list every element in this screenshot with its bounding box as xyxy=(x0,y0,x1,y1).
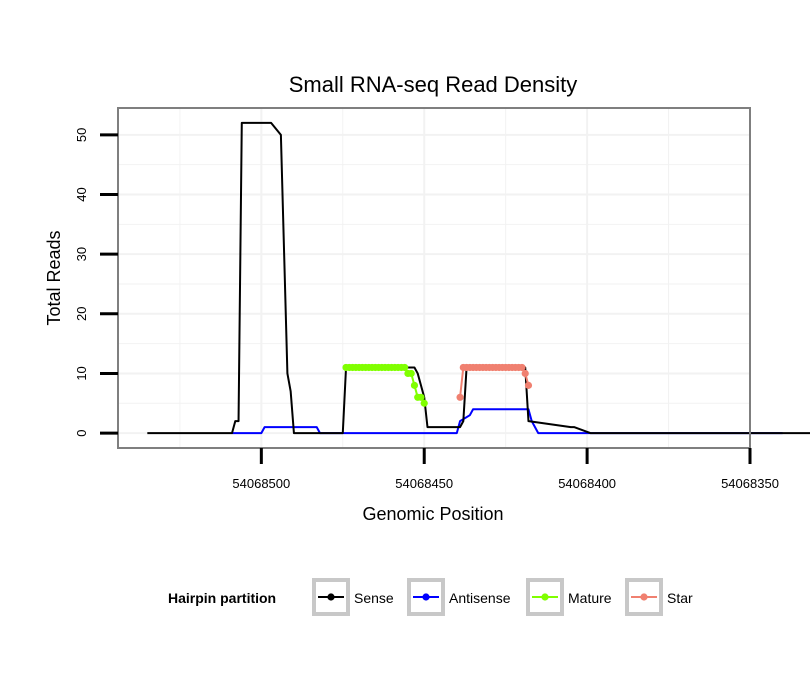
data-point-star xyxy=(518,363,526,372)
data-point-mature xyxy=(410,381,419,389)
chart-title: Small RNA-seq Read Density xyxy=(289,72,578,97)
data-point-mature xyxy=(407,369,415,378)
y-tick-label: 30 xyxy=(74,247,89,261)
legend-item-star: Star xyxy=(625,578,693,616)
legend-item-mature: Mature xyxy=(526,578,612,616)
series-layer xyxy=(147,121,810,435)
axes: 54068500 54068450 54068400 54068350 0 10 20 30 4… xyxy=(74,107,779,491)
data-point-mature xyxy=(417,393,425,401)
data-point-star xyxy=(521,369,529,378)
plot-panel xyxy=(118,108,750,448)
y-tick-label: 20 xyxy=(74,307,89,321)
legend-title: Hairpin partition xyxy=(168,590,276,606)
series-antisense xyxy=(232,408,783,435)
legend-item-antisense: Antisense xyxy=(407,578,511,616)
y-tick-label: 40 xyxy=(74,187,89,201)
series-line-antisense xyxy=(232,408,783,435)
legend-label: Mature xyxy=(568,590,612,606)
legend-label: Sense xyxy=(354,590,394,606)
y-tick-label: 10 xyxy=(74,366,89,380)
series-star xyxy=(456,363,533,401)
legend-label: Star xyxy=(667,590,693,606)
plot-border xyxy=(117,107,751,449)
legend-key-point xyxy=(640,593,648,601)
y-tick-label: 0 xyxy=(74,429,89,436)
y-axis-label: Total Reads xyxy=(44,230,64,325)
legend: Hairpin partition Sense Antisense Mature St… xyxy=(168,578,693,616)
data-point-star xyxy=(456,393,464,401)
x-tick-label: 54068350 xyxy=(721,476,779,491)
data-point-mature xyxy=(401,363,409,372)
data-point-mature xyxy=(420,399,428,407)
x-tick-label: 54068400 xyxy=(558,476,616,491)
legend-item-sense: Sense xyxy=(312,578,394,616)
legend-key-point xyxy=(422,593,430,601)
plot-background xyxy=(118,108,750,448)
legend-label: Antisense xyxy=(449,590,511,606)
series-mature xyxy=(342,363,428,407)
y-tick-label: 50 xyxy=(74,128,89,142)
x-axis-label: Genomic Position xyxy=(362,504,503,524)
x-tick-label: 54068500 xyxy=(232,476,290,491)
legend-key-point xyxy=(327,593,335,601)
legend-key-point xyxy=(541,593,549,601)
grid-lines xyxy=(118,108,750,448)
x-tick-label: 54068450 xyxy=(395,476,453,491)
data-point-star xyxy=(524,381,533,389)
